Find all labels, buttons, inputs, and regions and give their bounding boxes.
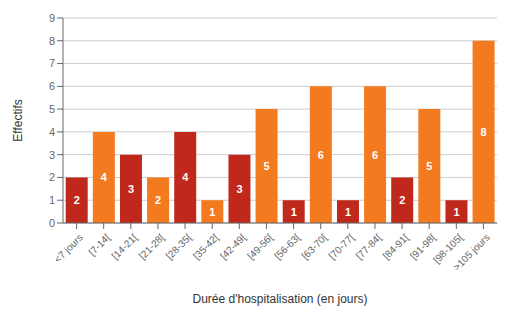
svg-text:0: 0 bbox=[49, 217, 55, 229]
svg-text:[56-63[: [56-63[ bbox=[272, 232, 302, 262]
svg-text:Durée d'hospitalisation (en jo: Durée d'hospitalisation (en jours) bbox=[192, 292, 367, 306]
svg-text:3: 3 bbox=[49, 149, 55, 161]
svg-text:4: 4 bbox=[49, 126, 55, 138]
svg-text:[49-56[: [49-56[ bbox=[245, 232, 275, 262]
svg-text:1: 1 bbox=[345, 206, 351, 218]
svg-text:Effectifs: Effectifs bbox=[11, 99, 25, 141]
svg-text:1: 1 bbox=[209, 206, 215, 218]
svg-text:5: 5 bbox=[264, 160, 270, 172]
svg-text:[35-42[: [35-42[ bbox=[191, 232, 221, 262]
svg-text:2: 2 bbox=[49, 171, 55, 183]
svg-text:[98-105[: [98-105[ bbox=[431, 231, 465, 266]
svg-text:2: 2 bbox=[399, 194, 405, 206]
svg-text:4: 4 bbox=[182, 171, 189, 183]
svg-text:>105 jours: >105 jours bbox=[451, 232, 492, 273]
svg-text:2: 2 bbox=[74, 194, 80, 206]
svg-text:[21-28[: [21-28[ bbox=[137, 232, 167, 262]
svg-text:[28-35[: [28-35[ bbox=[164, 232, 194, 262]
svg-text:3: 3 bbox=[128, 183, 134, 195]
svg-text:6: 6 bbox=[318, 149, 324, 161]
svg-text:4: 4 bbox=[101, 171, 108, 183]
svg-text:[7-14[: [7-14[ bbox=[86, 231, 113, 258]
svg-text:5: 5 bbox=[49, 103, 55, 115]
svg-text:[77-84[: [77-84[ bbox=[354, 232, 384, 262]
svg-text:8: 8 bbox=[49, 35, 55, 47]
svg-text:[42-49[: [42-49[ bbox=[218, 232, 248, 262]
svg-text:3: 3 bbox=[236, 183, 242, 195]
svg-text:6: 6 bbox=[49, 80, 55, 92]
svg-text:[14-21[: [14-21[ bbox=[109, 232, 139, 262]
svg-text:2: 2 bbox=[155, 194, 161, 206]
svg-text:<7 jours: <7 jours bbox=[52, 232, 85, 265]
svg-text:[70-77[: [70-77[ bbox=[326, 232, 356, 262]
svg-text:[91-98[: [91-98[ bbox=[407, 231, 438, 262]
svg-text:7: 7 bbox=[49, 57, 55, 69]
svg-text:5: 5 bbox=[426, 160, 432, 172]
svg-text:1: 1 bbox=[453, 206, 459, 218]
svg-text:1: 1 bbox=[49, 194, 55, 206]
svg-text:9: 9 bbox=[49, 12, 55, 24]
svg-text:6: 6 bbox=[372, 149, 378, 161]
svg-text:[84-91[: [84-91[ bbox=[381, 232, 411, 262]
svg-text:8: 8 bbox=[481, 126, 487, 138]
svg-text:[63-70[: [63-70[ bbox=[299, 232, 329, 262]
svg-text:1: 1 bbox=[291, 206, 297, 218]
